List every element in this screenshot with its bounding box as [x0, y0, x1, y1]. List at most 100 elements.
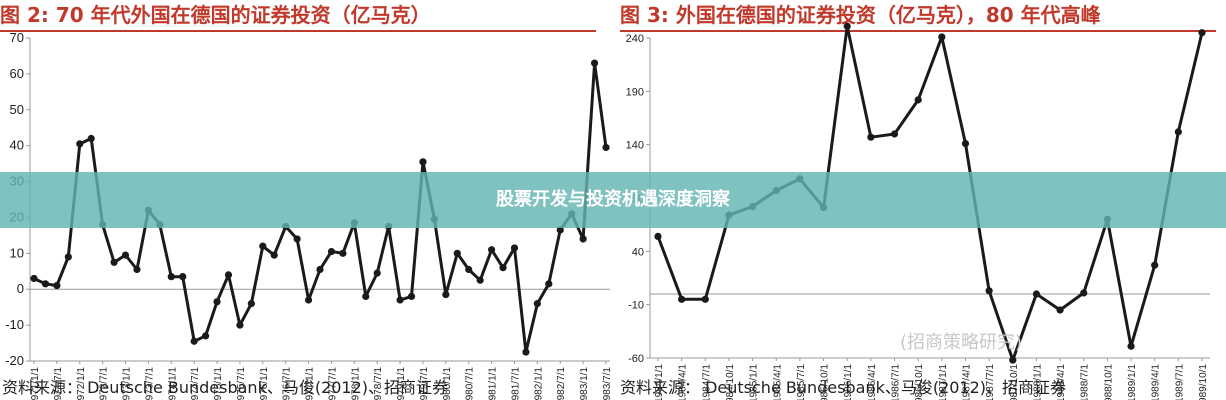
chart1-data-point — [556, 226, 564, 234]
chart2-y-tick-label: 40 — [632, 246, 644, 258]
chart1-y-tick-label: 10 — [10, 245, 24, 260]
chart2-x-tick-label: 1986/1/1 — [843, 364, 854, 400]
chart1-x-tick-label: 1976/1/1 — [259, 367, 270, 400]
chart1-data-point — [465, 265, 473, 274]
chart1-x-tick-label: 1975/7/1 — [236, 367, 247, 400]
chart2-x-tick-label: 1984/10/1 — [725, 364, 736, 400]
chart2-x-tick-label: 1985/1/1 — [749, 364, 760, 400]
chart1-title-rule — [0, 30, 596, 32]
chart1-data-point — [259, 242, 267, 250]
chart1-x-tick-label: 1981/7/1 — [510, 367, 521, 400]
chart2-y-tick-label: -60 — [628, 353, 644, 365]
chart2-x-tick-label: 1985/4/1 — [772, 364, 783, 400]
chart1-data-point — [87, 134, 95, 143]
chart2-data-point — [1198, 29, 1206, 37]
chart1-data-point — [270, 251, 278, 259]
chart2-data-point — [678, 295, 686, 303]
chart1-data-point — [476, 276, 484, 284]
chart1-data-point — [190, 337, 198, 345]
chart1-data-point — [339, 249, 347, 257]
chart1-data-point — [522, 348, 530, 356]
chart1-data-point — [110, 258, 118, 266]
chart2-x-tick-label: 1988/4/1 — [1056, 364, 1067, 400]
chart2-data-point — [914, 96, 922, 104]
chart1-x-tick-label: 1972/7/1 — [99, 367, 110, 400]
chart1-x-tick-label: 1973/1/1 — [122, 367, 133, 400]
chart1-y-tick-label: 70 — [10, 30, 24, 45]
chart2-x-tick-label: 1989/4/1 — [1151, 364, 1162, 400]
chart2-data-point — [843, 22, 851, 30]
chart1-data-point — [179, 273, 187, 281]
chart2-x-tick-label: 1988/10/1 — [1103, 364, 1114, 400]
chart2-data-point — [938, 33, 946, 41]
chart2-y-tick-label: -10 — [628, 300, 644, 312]
chart1-data-point — [293, 235, 301, 243]
chart1-data-point — [202, 332, 210, 340]
chart2-data-point — [1080, 289, 1088, 297]
banner-title: 股票开发与投资机遇深度洞察 — [496, 189, 730, 210]
chart1-data-point — [373, 269, 381, 277]
chart1-x-tick-label: 1972/1/1 — [76, 367, 87, 400]
chart2-x-tick-label: 1986/7/1 — [891, 364, 902, 400]
chart1-x-tick-label: 1978/1/1 — [350, 367, 361, 400]
chart2-y-tick-label: 240 — [626, 33, 644, 45]
chart1-x-tick-label: 1974/1/1 — [167, 367, 178, 400]
chart1-x-tick-label: 1983/1/1 — [579, 367, 590, 400]
chart1-y-tick-label: -10 — [5, 317, 24, 332]
chart2-x-tick-label: 1988/7/1 — [1080, 364, 1091, 400]
chart2-x-tick-label: 1984/7/1 — [701, 364, 712, 400]
chart1-data-point — [64, 253, 72, 261]
chart2-x-tick-label: 1986/4/1 — [867, 364, 878, 400]
chart2-x-tick-label: 1989/10/1 — [1198, 364, 1209, 400]
chart1-y-tick-label: -20 — [5, 353, 24, 368]
chart2-title: 图 3: 外国在德国的证券投资（亿马克），80 年代高峰 — [620, 3, 1101, 27]
chart2-x-tick-label: 1984/4/1 — [678, 364, 689, 400]
chart2-data-point — [961, 140, 970, 148]
chart2-data-point — [701, 295, 709, 303]
chart2-x-tick-label: 1985/10/1 — [820, 364, 831, 400]
chart1-x-tick-label: 1977/1/1 — [305, 367, 316, 400]
chart1-x-tick-label: 1973/7/1 — [144, 367, 155, 400]
chart1-data-point — [545, 280, 553, 288]
chart1-data-point — [453, 249, 461, 257]
chart1-x-tick-label: 1974/7/1 — [190, 367, 201, 400]
chart1-data-point — [236, 321, 244, 329]
chart2-data-point — [1009, 356, 1017, 364]
chart1-data-point — [396, 296, 404, 304]
chart1-x-tick-label: 1975/1/1 — [213, 367, 224, 400]
chart2-x-tick-label: 1987/10/1 — [1009, 364, 1020, 400]
chart1-x-tick-label: 1981/1/1 — [488, 367, 499, 400]
chart2-x-tick-label: 1987/1/1 — [938, 364, 949, 400]
chart2-data-point — [867, 133, 875, 141]
chart2-data-point — [1127, 342, 1135, 350]
chart1-data-point — [224, 271, 233, 279]
chart1-data-point — [602, 143, 610, 152]
chart1-data-point — [167, 273, 175, 281]
chart1-data-point — [76, 140, 84, 148]
chart1-data-point — [53, 282, 61, 290]
chart1-x-tick-label: 1979/7/1 — [419, 367, 430, 400]
chart2-x-tick-label: 1985/7/1 — [796, 364, 807, 400]
chart2-data-point — [654, 232, 662, 240]
chart1-data-point — [304, 296, 313, 304]
chart1-data-point — [133, 265, 141, 274]
chart1-y-tick-label: 50 — [10, 102, 24, 117]
chart2-data-point — [1056, 306, 1064, 314]
chart2-data-point — [985, 287, 993, 295]
chart1-data-point — [407, 292, 416, 300]
chart1-data-point — [579, 235, 587, 243]
chart2-x-tick-label: 1989/1/1 — [1127, 364, 1138, 400]
chart1-x-tick-label: 1982/1/1 — [533, 367, 544, 400]
chart1-data-point — [499, 264, 507, 272]
chart1-data-point — [590, 59, 599, 67]
chart2-x-tick-label: 1987/7/1 — [985, 364, 996, 400]
chart2-data-point — [1151, 261, 1159, 269]
chart1-y-tick-label: 60 — [10, 66, 24, 81]
chart1-x-tick-label: 1976/7/1 — [282, 367, 293, 400]
chart1-x-tick-label: 1971/7/1 — [53, 367, 64, 400]
chart1-x-tick-label: 1978/7/1 — [373, 367, 384, 400]
chart1-data-point — [213, 298, 221, 306]
chart2-y-tick-label: 190 — [626, 86, 644, 98]
chart2-data-point — [1174, 128, 1182, 136]
chart1-data-point — [327, 247, 336, 256]
